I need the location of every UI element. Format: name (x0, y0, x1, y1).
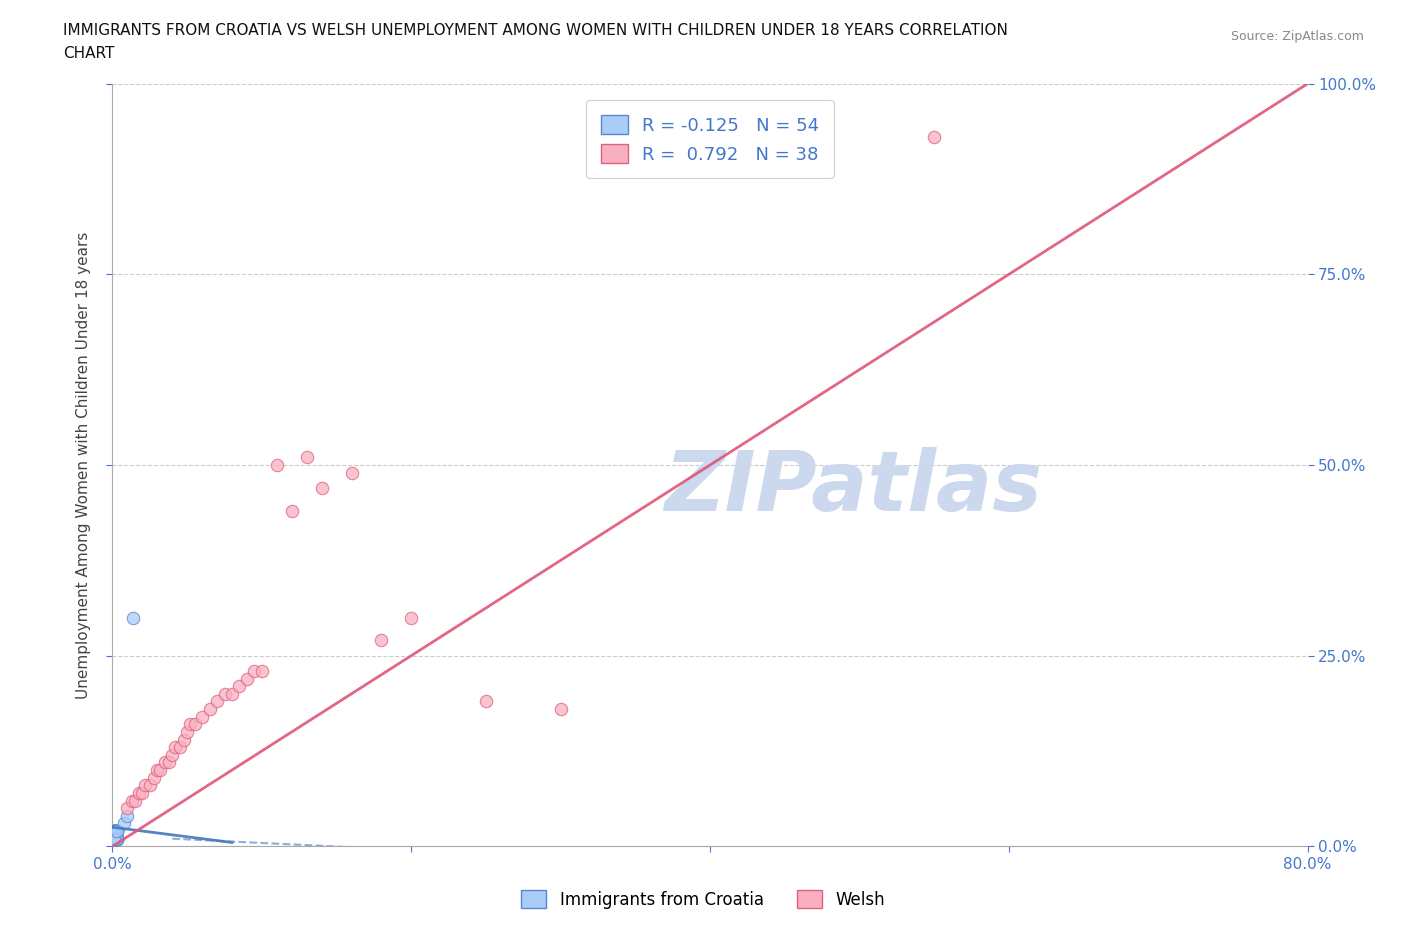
Y-axis label: Unemployment Among Women with Children Under 18 years: Unemployment Among Women with Children U… (76, 232, 91, 698)
Point (149, 763, 172, 777)
Point (105, 824, 128, 839)
Point (103, 831, 125, 846)
Point (104, 824, 127, 839)
Point (228, 679, 250, 694)
Point (104, 831, 127, 846)
Point (191, 710, 214, 724)
Point (114, 816, 135, 830)
Point (104, 831, 127, 846)
Point (105, 831, 128, 846)
Point (103, 831, 125, 846)
Text: CHART: CHART (63, 46, 115, 61)
Point (131, 786, 153, 801)
Point (104, 831, 127, 846)
Point (340, 465, 363, 480)
Point (104, 831, 127, 846)
Point (105, 831, 128, 846)
Point (104, 831, 127, 846)
Point (104, 824, 127, 839)
Point (103, 824, 125, 839)
Legend: Immigrants from Croatia, Welsh: Immigrants from Croatia, Welsh (513, 882, 893, 917)
Point (103, 831, 125, 846)
Point (103, 831, 125, 846)
Point (103, 824, 125, 839)
Point (243, 663, 266, 678)
Point (105, 831, 128, 846)
Point (103, 824, 125, 839)
Point (103, 831, 125, 846)
Point (104, 831, 127, 846)
Point (103, 831, 125, 846)
Point (221, 686, 243, 701)
Point (139, 777, 162, 792)
Point (122, 610, 145, 625)
Point (266, 458, 288, 472)
Text: ZIPatlas: ZIPatlas (665, 447, 1042, 528)
Point (117, 801, 139, 816)
Point (205, 694, 228, 709)
Point (198, 701, 221, 716)
Point (104, 824, 127, 839)
Point (105, 824, 128, 839)
Point (104, 831, 127, 846)
Point (214, 686, 236, 701)
Point (104, 824, 127, 839)
Point (295, 450, 318, 465)
Point (179, 717, 201, 732)
Point (134, 777, 156, 792)
Point (281, 503, 304, 518)
Point (550, 701, 572, 716)
Point (104, 831, 127, 846)
Point (103, 831, 125, 846)
Point (103, 824, 125, 839)
Point (176, 724, 198, 739)
Point (105, 831, 128, 846)
Point (173, 732, 195, 747)
Point (143, 770, 166, 785)
Point (236, 671, 259, 686)
Point (105, 831, 128, 846)
Point (475, 694, 498, 709)
Point (157, 755, 180, 770)
Point (162, 748, 183, 763)
Point (128, 786, 150, 801)
Point (105, 824, 128, 839)
Point (103, 831, 125, 846)
Point (124, 793, 146, 808)
Point (104, 831, 127, 846)
Point (104, 831, 127, 846)
Text: Source: ZipAtlas.com: Source: ZipAtlas.com (1230, 30, 1364, 43)
Point (117, 808, 139, 823)
Point (311, 481, 333, 496)
Point (103, 831, 125, 846)
Text: IMMIGRANTS FROM CROATIA VS WELSH UNEMPLOYMENT AMONG WOMEN WITH CHILDREN UNDER 18: IMMIGRANTS FROM CROATIA VS WELSH UNEMPLO… (63, 23, 1008, 38)
Point (146, 763, 169, 777)
Point (105, 824, 128, 839)
Point (103, 831, 125, 846)
Point (250, 663, 273, 678)
Point (922, 129, 945, 144)
Point (104, 824, 127, 839)
Point (104, 831, 127, 846)
Point (153, 755, 176, 770)
Point (103, 831, 125, 846)
Point (104, 824, 127, 839)
Point (105, 831, 128, 846)
Point (105, 831, 128, 846)
Point (401, 610, 423, 625)
Point (169, 739, 191, 754)
Point (370, 633, 392, 648)
Legend: R = -0.125   N = 54, R =  0.792   N = 38: R = -0.125 N = 54, R = 0.792 N = 38 (586, 100, 834, 178)
Point (105, 824, 128, 839)
Point (104, 831, 127, 846)
Point (104, 824, 127, 839)
Point (183, 717, 205, 732)
Point (104, 831, 127, 846)
Point (121, 793, 143, 808)
Point (165, 739, 187, 754)
Point (103, 824, 125, 839)
Point (104, 831, 127, 846)
Point (104, 831, 127, 846)
Point (105, 831, 128, 846)
